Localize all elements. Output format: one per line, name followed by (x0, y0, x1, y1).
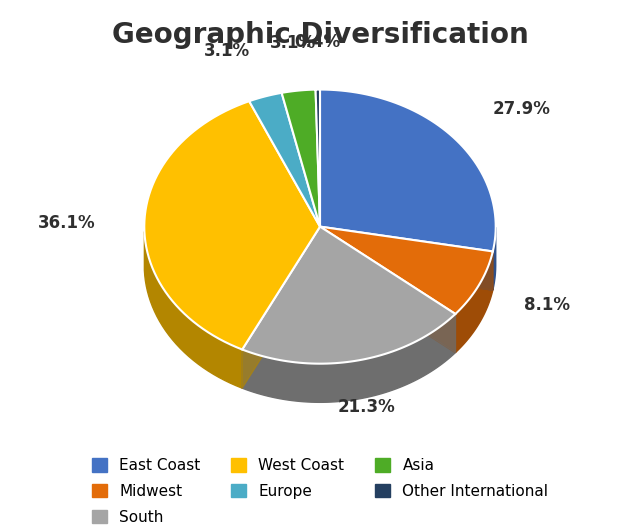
Polygon shape (282, 90, 320, 227)
Polygon shape (249, 93, 320, 227)
Polygon shape (145, 232, 242, 388)
Text: 3.1%: 3.1% (204, 42, 250, 61)
Polygon shape (242, 227, 320, 388)
Polygon shape (144, 101, 320, 349)
Polygon shape (242, 314, 456, 402)
Polygon shape (242, 227, 456, 364)
Polygon shape (320, 227, 456, 353)
Polygon shape (316, 90, 320, 227)
Polygon shape (320, 227, 493, 290)
Text: 21.3%: 21.3% (338, 398, 396, 416)
Polygon shape (320, 227, 456, 353)
Text: 27.9%: 27.9% (493, 99, 551, 117)
Polygon shape (456, 252, 493, 353)
Text: 36.1%: 36.1% (38, 213, 95, 232)
Polygon shape (320, 90, 496, 252)
Polygon shape (242, 227, 320, 388)
Text: Geographic Diversification: Geographic Diversification (111, 21, 529, 49)
Polygon shape (320, 227, 493, 290)
Polygon shape (320, 227, 493, 314)
Text: 8.1%: 8.1% (524, 296, 570, 314)
Legend: East Coast, Midwest, South, West Coast, Europe, Asia, Other International: East Coast, Midwest, South, West Coast, … (86, 452, 554, 530)
Text: 0.4%: 0.4% (294, 33, 340, 51)
Polygon shape (493, 227, 496, 290)
Text: 3.1%: 3.1% (269, 35, 316, 53)
